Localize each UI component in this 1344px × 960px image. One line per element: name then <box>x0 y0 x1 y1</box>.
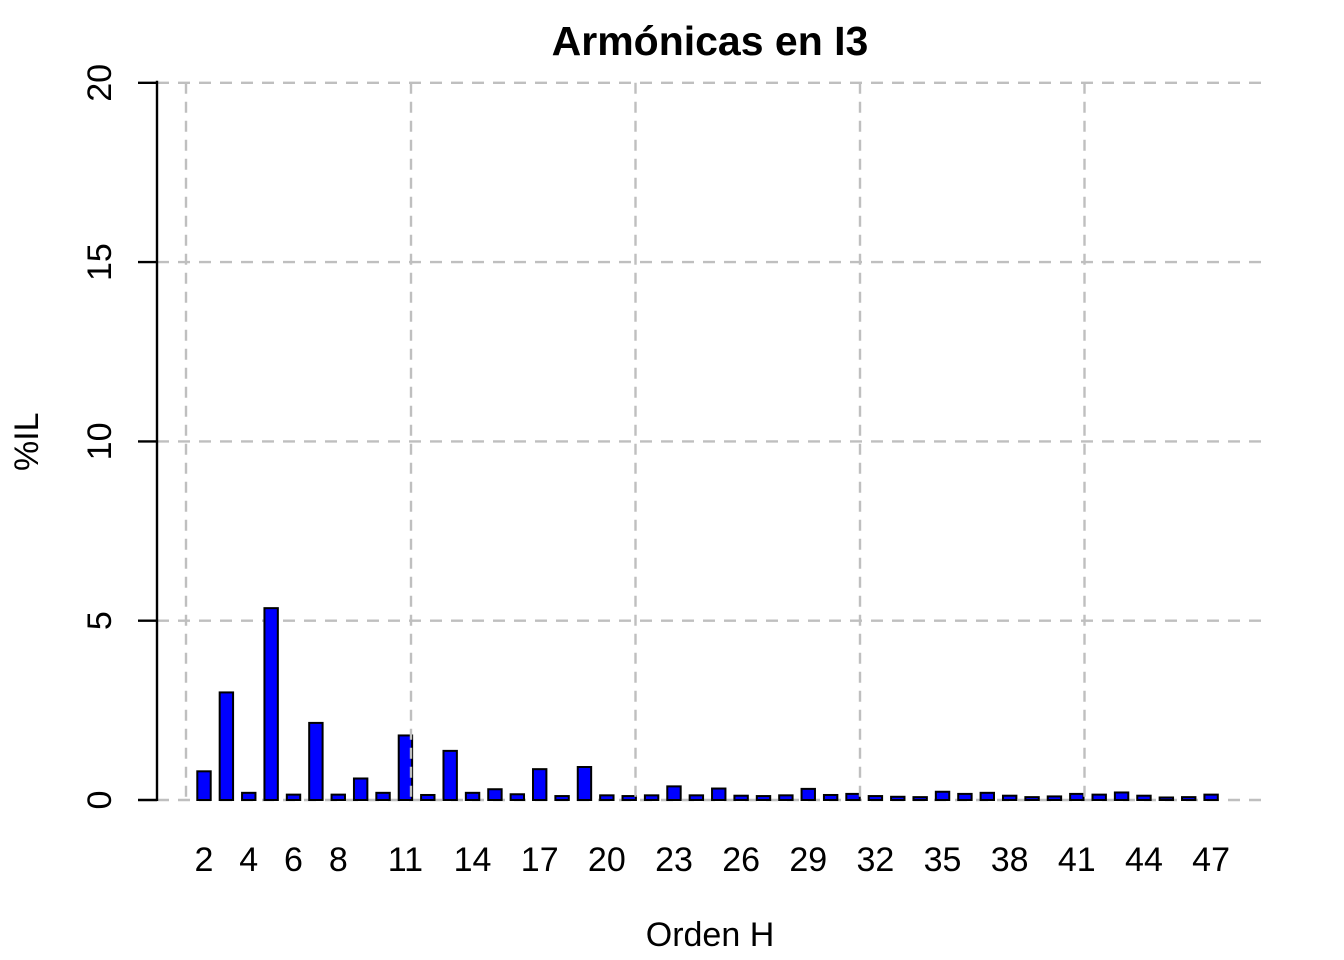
x-tick-label: 17 <box>521 841 559 879</box>
bar-h31 <box>845 792 861 802</box>
bar-h27 <box>755 795 772 802</box>
bar-h20 <box>599 794 615 801</box>
bar-h36 <box>957 792 973 802</box>
bar-h10 <box>375 791 391 802</box>
bar-h30 <box>822 793 839 802</box>
bar-h38 <box>1001 794 1018 801</box>
bar-h19 <box>576 766 593 801</box>
bar-h8 <box>330 793 346 801</box>
x-tick-label: 8 <box>329 841 348 879</box>
bar-h2 <box>196 770 212 802</box>
bar-h18 <box>554 795 570 802</box>
bar-h14 <box>464 791 481 802</box>
bar-h46 <box>1181 796 1197 802</box>
bar-h42 <box>1091 793 1107 801</box>
bar-h26 <box>733 794 749 801</box>
x-tick-label: 44 <box>1125 841 1163 879</box>
bar-h22 <box>643 794 660 801</box>
bar-h43 <box>1113 791 1130 802</box>
bar-h47 <box>1203 793 1219 801</box>
x-tick-label: 26 <box>722 841 760 879</box>
bar-h9 <box>352 777 369 802</box>
bar-h35 <box>934 790 951 801</box>
x-tick-label: 23 <box>655 841 693 879</box>
chart-title: Armónicas en I3 <box>551 18 869 64</box>
bar-h15 <box>487 788 503 802</box>
bar-h44 <box>1136 794 1152 801</box>
bar-h34 <box>912 796 928 802</box>
y-axis-title: %IL <box>8 412 46 471</box>
bar-h5 <box>263 607 279 801</box>
bar-h24 <box>688 794 705 801</box>
y-tick-label: 15 <box>81 243 119 281</box>
x-tick-label: 32 <box>856 841 894 879</box>
x-tick-label: 4 <box>239 841 258 879</box>
x-tick-label: 6 <box>284 841 303 879</box>
x-tick-label: 2 <box>195 841 214 879</box>
bar-h21 <box>621 795 637 802</box>
x-tick-label: 35 <box>924 841 962 879</box>
bar-h23 <box>666 785 682 802</box>
x-tick-label: 14 <box>454 841 492 879</box>
bar-h41 <box>1069 792 1085 802</box>
bar-h32 <box>867 795 884 802</box>
bar-h33 <box>890 795 906 801</box>
x-tick-label: 38 <box>991 841 1029 879</box>
bar-h37 <box>979 791 995 802</box>
y-tick-label: 5 <box>81 611 119 630</box>
bar-h40 <box>1046 795 1063 802</box>
bar-h4 <box>241 791 257 802</box>
bar-h17 <box>532 768 548 801</box>
x-tick-label: 11 <box>388 841 423 879</box>
bar-h12 <box>420 793 436 802</box>
y-tick-label: 0 <box>81 791 119 810</box>
bar-h25 <box>711 787 727 801</box>
bar-h28 <box>778 794 794 801</box>
y-tick-label: 20 <box>81 64 119 102</box>
bar-h6 <box>285 793 302 801</box>
x-tick-label: 29 <box>789 841 827 879</box>
y-tick-label: 10 <box>81 422 119 460</box>
bar-h3 <box>218 691 235 801</box>
bar-h45 <box>1158 796 1175 802</box>
x-tick-label: 41 <box>1058 841 1096 879</box>
x-tick-label: 20 <box>588 841 626 879</box>
x-tick-label: 47 <box>1192 841 1230 879</box>
bar-h13 <box>442 749 458 802</box>
bar-h7 <box>308 721 324 801</box>
x-axis-title: Orden H <box>645 916 775 954</box>
bar-h16 <box>509 793 526 801</box>
bar-h39 <box>1024 796 1040 802</box>
bar-h29 <box>800 787 816 802</box>
